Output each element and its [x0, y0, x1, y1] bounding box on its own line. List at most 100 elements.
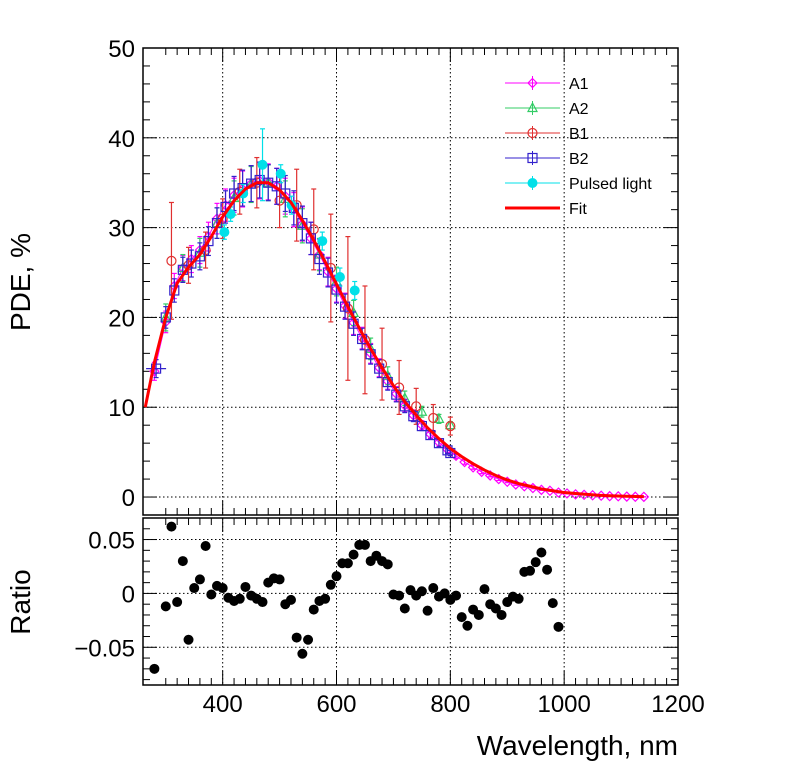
fit-curve	[143, 181, 644, 499]
bottom-xtick-label: 1000	[537, 691, 590, 718]
ratio-point	[359, 539, 370, 550]
top-ytick-label: 20	[108, 305, 135, 332]
series-fit	[143, 181, 644, 499]
series-pulsed-light	[219, 128, 360, 301]
series-ratio	[149, 521, 564, 674]
data-point-b2	[203, 235, 214, 247]
bottom-panel-ytick-labels: −0.05 0 0.05	[74, 528, 135, 663]
ratio-point	[160, 601, 171, 612]
ratio-point	[342, 558, 353, 569]
data-point-b1	[428, 412, 439, 424]
legend-entry-a1: A1	[505, 76, 589, 93]
ratio-point	[382, 559, 393, 570]
data-point-b1	[359, 334, 371, 345]
legend-label-a2: A2	[569, 101, 589, 118]
top-panel-grid	[143, 48, 678, 515]
ratio-point	[308, 604, 319, 615]
ratio-point	[149, 663, 160, 674]
bottom-ytick-label: 0	[122, 581, 135, 608]
legend-label-pulsed-light: Pulsed light	[569, 176, 652, 193]
ratio-point	[553, 621, 564, 632]
data-point-a2	[433, 412, 445, 424]
ratio-point	[462, 620, 473, 631]
ratio-point	[320, 593, 331, 604]
ratio-point	[416, 586, 427, 597]
top-panel-ticks	[143, 48, 678, 515]
top-ylabel: PDE, %	[5, 233, 36, 331]
ratio-point	[348, 549, 359, 560]
ratio-point	[297, 648, 308, 659]
data-point-b1	[274, 195, 285, 206]
top-panel-marks	[143, 128, 650, 503]
bottom-xtick-label: 1200	[651, 691, 704, 718]
data-point-b2	[186, 258, 197, 269]
legend-label-b2: B2	[569, 151, 589, 168]
bottom-ylabel: Ratio	[5, 569, 36, 634]
top-ytick-label: 50	[108, 36, 135, 63]
ratio-point	[496, 609, 507, 620]
ratio-point	[285, 594, 296, 605]
top-panel-frame	[142, 47, 679, 516]
legend-label-a1: A1	[569, 76, 589, 93]
ratio-point	[200, 541, 211, 552]
data-point-pulsed-light	[219, 227, 230, 238]
top-panel-ytick-labels: 0 10 20 30 40 50	[108, 36, 135, 512]
ratio-point	[291, 632, 302, 643]
legend-entry-b1: B1	[505, 126, 589, 143]
ratio-point	[257, 597, 268, 608]
ratio-point	[206, 589, 217, 600]
legend-entry-b2: B2	[505, 151, 589, 168]
ratio-point	[513, 593, 524, 604]
ratio-point	[177, 556, 188, 567]
ratio-point	[394, 590, 405, 601]
ratio-point	[490, 603, 501, 614]
legend-label-b1: B1	[569, 126, 589, 143]
ratio-point	[194, 574, 205, 585]
legend-marker-b2	[527, 152, 538, 164]
bottom-panel-frame	[142, 517, 679, 686]
ratio-point	[479, 584, 490, 595]
ratio-point	[234, 593, 245, 604]
ratio-point	[217, 583, 228, 594]
bottom-panel-marks	[149, 521, 564, 674]
ratio-point	[240, 581, 251, 592]
top-ytick-label: 40	[108, 126, 135, 153]
bottom-xtick-label: 800	[430, 691, 470, 718]
top-ytick-label: 0	[122, 485, 135, 512]
legend-entry-a2: A2	[505, 101, 589, 118]
top-ytick-label: 10	[108, 395, 135, 422]
ratio-point	[547, 598, 558, 609]
ratio-point	[274, 574, 285, 585]
legend-entry-pulsed-light: Pulsed light	[505, 176, 652, 193]
data-point-pulsed-light	[334, 272, 345, 283]
ratio-point	[399, 603, 410, 614]
bottom-panel-ticks	[143, 518, 678, 685]
legend-label-fit: Fit	[569, 201, 587, 218]
legend-marker-b1	[527, 127, 538, 139]
ratio-point	[189, 583, 200, 594]
ratio-point	[166, 521, 177, 532]
ratio-point	[456, 612, 467, 623]
ratio-point	[331, 571, 342, 582]
ratio-point	[422, 605, 433, 616]
data-point-pulsed-light	[257, 159, 268, 170]
data-point-pulsed-light	[275, 168, 286, 179]
data-point-a2	[416, 405, 428, 416]
ratio-point	[183, 634, 194, 645]
bottom-panel-xtick-labels: 400 600 800 1000 1200	[203, 691, 705, 718]
legend: A1 A2 B1 B2 Pulsed light Fit	[505, 76, 652, 218]
bottom-xtick-label: 400	[203, 691, 243, 718]
ratio-point	[451, 590, 462, 601]
data-point-b1	[411, 401, 422, 412]
ratio-point	[536, 547, 547, 558]
legend-marker-a2	[527, 101, 538, 113]
legend-entry-fit: Fit	[505, 201, 587, 218]
data-point-pulsed-light	[349, 285, 360, 296]
bottom-ytick-label: −0.05	[74, 635, 135, 662]
bottom-panel-grid	[143, 518, 678, 685]
ratio-point	[428, 583, 439, 594]
ratio-point	[172, 597, 183, 608]
ratio-point	[325, 579, 336, 590]
ratio-point	[473, 609, 484, 620]
